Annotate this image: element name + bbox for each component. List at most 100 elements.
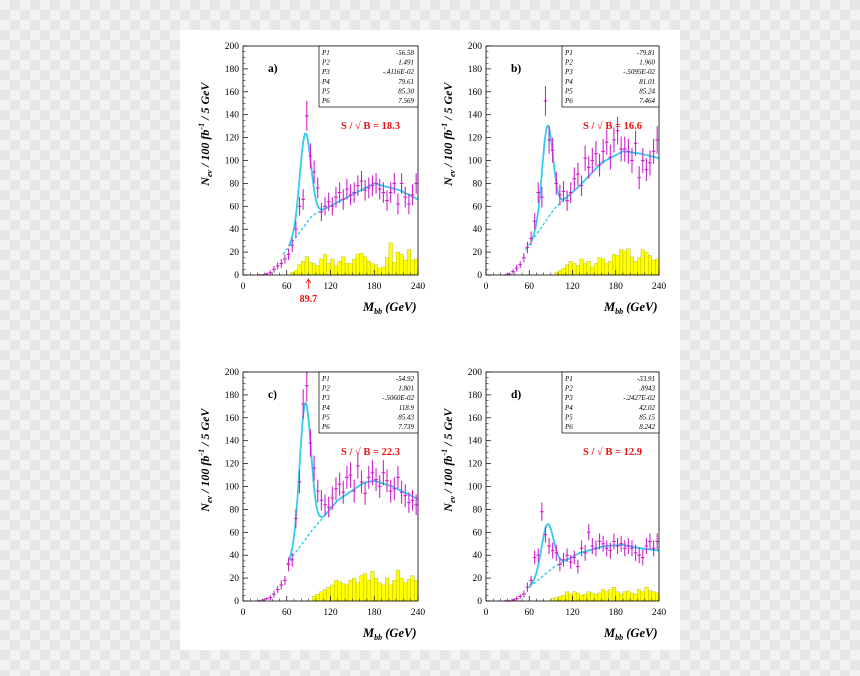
fit-param-value: 79.61 (398, 78, 414, 86)
fit-param-value: 7.569 (398, 97, 414, 105)
x-tick-label: 60 (282, 608, 292, 618)
significance-label: S / √ B = 18.3 (341, 120, 400, 132)
x-tick-label: 0 (241, 608, 246, 618)
bkg-hist-bar (593, 593, 598, 602)
bkg-hist-bar (575, 265, 580, 276)
bkg-hist-bar (579, 258, 584, 276)
y-tick-label: 100 (468, 483, 483, 493)
y-tick-label: 80 (473, 505, 483, 515)
fit-params-box (561, 45, 660, 108)
bkg-hist-bar (583, 593, 588, 602)
bkg-hist-bar (622, 591, 627, 602)
fit-params-box (561, 371, 660, 434)
fit-param-value: 1.960 (639, 59, 655, 67)
signal-fit-curve (287, 132, 419, 247)
bkg-hist-bar (604, 591, 609, 602)
bkg-hist-bar (633, 261, 638, 276)
y-tick-label: 20 (230, 248, 240, 258)
panel-label: a) (268, 63, 278, 75)
significance-label: S / √ B = 22.3 (341, 446, 400, 458)
bkg-hist-bar (648, 590, 652, 602)
y-tick-label: 140 (468, 437, 483, 447)
fit-param-name: P5 (321, 87, 330, 95)
fit-param-name: P2 (564, 385, 573, 393)
x-tick-label: 120 (323, 282, 338, 292)
y-tick-label: 100 (225, 483, 240, 493)
signal-fit-curve (528, 523, 659, 588)
fit-param-value: 118.9 (399, 404, 415, 412)
fit-param-value: 85.24 (639, 87, 655, 95)
bkg-hist-bar (648, 255, 652, 276)
bkg-hist-bar (644, 251, 649, 276)
y-tick-label: 200 (225, 42, 240, 52)
fit-param-name: P2 (321, 59, 330, 67)
fit-param-name: P6 (564, 97, 573, 105)
bkg-hist-bar (377, 582, 382, 602)
bkg-hist-bar (344, 263, 349, 276)
bkg-hist-bar (315, 593, 320, 602)
bkg-hist-bar (611, 254, 616, 276)
bkg-hist-bar (630, 256, 634, 276)
bkg-hist-bar (406, 249, 411, 276)
y-tick-label: 120 (225, 134, 240, 144)
peak-marker-arrowhead (305, 278, 312, 284)
x-tick-label: 180 (367, 608, 382, 618)
y-tick-label: 180 (468, 65, 483, 75)
fit-param-value: 81.01 (639, 78, 655, 86)
fit-param-name: P6 (321, 97, 330, 105)
fit-param-value: -.5095E-02 (623, 68, 655, 76)
x-tick-label: 240 (652, 608, 667, 618)
fit-params-box (318, 371, 419, 434)
y-tick-label: 100 (468, 157, 483, 167)
bkg-hist-bar (651, 591, 656, 602)
bkg-hist-bar (608, 261, 613, 276)
fit-param-name: P6 (321, 423, 330, 431)
bkg-hist-bar (333, 265, 338, 276)
bkg-hist-bar (583, 263, 588, 276)
bkg-hist-bar (352, 577, 357, 602)
y-tick-label: 140 (468, 111, 483, 121)
bkg-hist-bar (399, 254, 404, 276)
bkg-hist-bar (326, 263, 331, 276)
x-tick-label: 180 (367, 282, 382, 292)
bkg-hist-bar (554, 597, 559, 602)
fit-param-name: P1 (321, 375, 330, 383)
bkg-hist-bar (308, 262, 313, 276)
panel-label: d) (511, 389, 521, 401)
bkg-hist-bar (385, 577, 389, 602)
bkg-hist-bar (395, 251, 400, 276)
bkg-hist-bar (326, 587, 331, 602)
bkg-hist-bar (611, 587, 616, 602)
y-tick-label: 180 (468, 391, 483, 401)
bkg-hist-bar (414, 258, 419, 276)
peak-marker-label: 89.7 (300, 294, 318, 305)
y-axis-label: Nev / 100 fb-1 / 5 GeV (197, 82, 214, 187)
bkg-hist-bar (601, 258, 606, 276)
bkg-hist-bar (561, 267, 566, 276)
y-tick-label: 120 (225, 460, 240, 470)
x-tick-label: 60 (525, 608, 535, 618)
bkg-hist-bar (608, 589, 613, 602)
bkg-hist-bar (655, 258, 660, 276)
panel-label: c) (268, 389, 277, 401)
bkg-hist-bar (395, 569, 400, 602)
bkg-hist-bar (348, 263, 353, 276)
fit-param-value: 42.02 (639, 404, 655, 412)
fit-param-name: P3 (564, 68, 573, 76)
bkg-hist-bar (370, 263, 375, 276)
bkg-hist-bar (655, 592, 660, 602)
bkg-hist-bar (572, 263, 577, 276)
x-tick-label: 180 (609, 282, 624, 292)
background-fit-curve (286, 480, 419, 565)
y-tick-label: 20 (473, 248, 483, 258)
bkg-hist-bar (557, 596, 562, 602)
bkg-hist-bar (619, 249, 624, 276)
figure: 0 20 40 60 80 100 120 140 160 180 200 0 60 120 180 240 M… (180, 30, 680, 650)
bkg-hist-bar (410, 259, 415, 276)
fit-param-name: P2 (321, 385, 330, 393)
bkg-hist-bar (568, 593, 573, 602)
bkg-hist-bar (355, 254, 360, 276)
signal-fit-curve (530, 124, 660, 242)
y-tick-label: 160 (225, 414, 240, 424)
x-tick-label: 0 (484, 608, 489, 618)
